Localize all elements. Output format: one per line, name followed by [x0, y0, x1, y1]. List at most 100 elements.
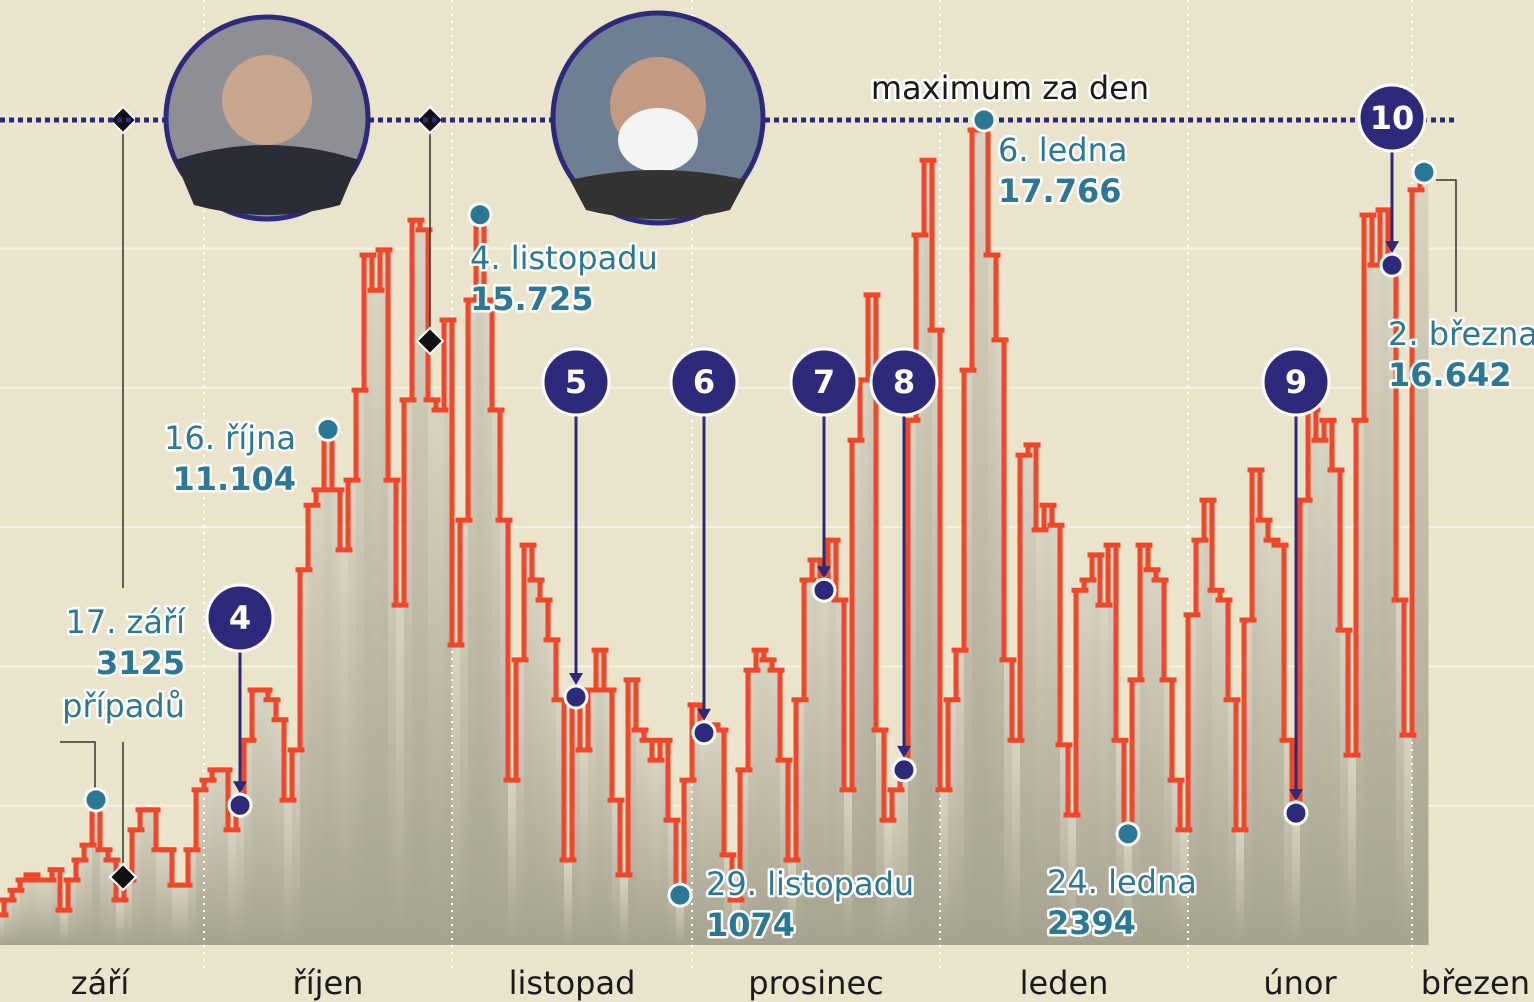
area-step [124, 879, 133, 945]
area-step [1412, 189, 1421, 946]
marker-dot [811, 577, 837, 603]
area-step [1364, 215, 1373, 946]
area-step [1172, 780, 1181, 945]
area-step [956, 650, 965, 945]
diamond [415, 105, 445, 135]
area-step [356, 390, 365, 945]
area-step [100, 849, 109, 945]
max-label: maximum za den [871, 69, 1149, 107]
area-step [860, 379, 869, 945]
area-step [1372, 265, 1381, 946]
area-step [236, 805, 245, 945]
area-step [540, 599, 549, 945]
x-tick-label: říjen [293, 964, 364, 1002]
area-step [116, 899, 125, 945]
area-step [644, 740, 653, 945]
area-step [460, 520, 469, 945]
area-step [1260, 520, 1269, 945]
annotation-dot [1115, 821, 1141, 847]
annotation-value: 15.725 [470, 280, 593, 318]
area-step [620, 874, 629, 945]
marker-label: 10 [1370, 99, 1415, 137]
area-step [1268, 540, 1277, 945]
area-step [228, 829, 237, 945]
annotation-date: 24. ledna [1047, 863, 1197, 901]
area-step [788, 860, 797, 945]
marker-badge [205, 583, 275, 653]
annotation-value: 2394 [1047, 904, 1136, 942]
area-step [820, 590, 829, 945]
marker-badge [789, 347, 859, 417]
area-step [132, 829, 141, 945]
area-step [420, 229, 429, 945]
area-step [308, 505, 317, 945]
annotation-value: 1074 [706, 906, 795, 944]
annotation-date: 16. října [164, 419, 296, 457]
marker-arrowhead [569, 673, 583, 686]
area-step [204, 780, 213, 945]
area-step [660, 740, 669, 945]
area-step [932, 330, 941, 945]
area-step [1204, 500, 1213, 945]
area-step [428, 399, 437, 945]
area-step [892, 789, 901, 945]
marker-label: 8 [893, 363, 915, 401]
area-step [1196, 540, 1205, 945]
area-step [1124, 833, 1133, 945]
marker-badge [669, 347, 739, 417]
marker-arrowhead [897, 745, 911, 758]
marker-dot [563, 684, 589, 710]
area-step [1284, 740, 1293, 945]
max-line-group: maximum za den [0, 66, 1455, 123]
area-step [964, 370, 973, 945]
area-step [340, 549, 349, 945]
area-step [804, 580, 813, 945]
area-step [924, 160, 933, 945]
area-step [1156, 580, 1165, 945]
marker-arrowhead [1385, 241, 1399, 254]
area-step [732, 899, 741, 945]
area-step [1340, 630, 1349, 945]
marker-label: 9 [1285, 363, 1307, 401]
area-step [828, 540, 837, 945]
diamond [415, 326, 445, 356]
area-step [756, 650, 765, 945]
area-step [1188, 614, 1197, 945]
area-step [636, 729, 645, 945]
diamond [108, 105, 138, 135]
area-step [1092, 554, 1101, 945]
area-step [268, 699, 277, 945]
area-step [444, 319, 453, 945]
area-step [812, 560, 821, 945]
area-step [412, 220, 421, 945]
area-step [436, 410, 445, 946]
area-step [372, 290, 381, 946]
marker-label: 6 [693, 363, 715, 401]
annotation-dot [315, 416, 341, 442]
marker-arrowhead [817, 566, 831, 579]
area-step [260, 690, 269, 945]
area-step [388, 480, 397, 945]
area-step [1236, 829, 1245, 945]
area-step [452, 645, 461, 945]
area-step [868, 294, 877, 945]
area-step [1404, 735, 1413, 945]
area-step [180, 885, 189, 945]
area-step [836, 599, 845, 945]
area-step [1100, 605, 1109, 945]
area-step [1164, 679, 1173, 945]
area-step [1228, 699, 1237, 945]
area-step [36, 879, 45, 945]
area-step [4, 899, 13, 945]
x-tick-label: listopad [509, 964, 636, 1002]
area-step [492, 410, 501, 946]
area-step [276, 719, 285, 945]
area-step [748, 670, 757, 945]
area-step [1140, 545, 1149, 945]
area-step [148, 809, 157, 945]
area-step [676, 895, 685, 945]
area-step [548, 639, 557, 945]
area-step [52, 869, 61, 945]
area-step [628, 679, 637, 945]
